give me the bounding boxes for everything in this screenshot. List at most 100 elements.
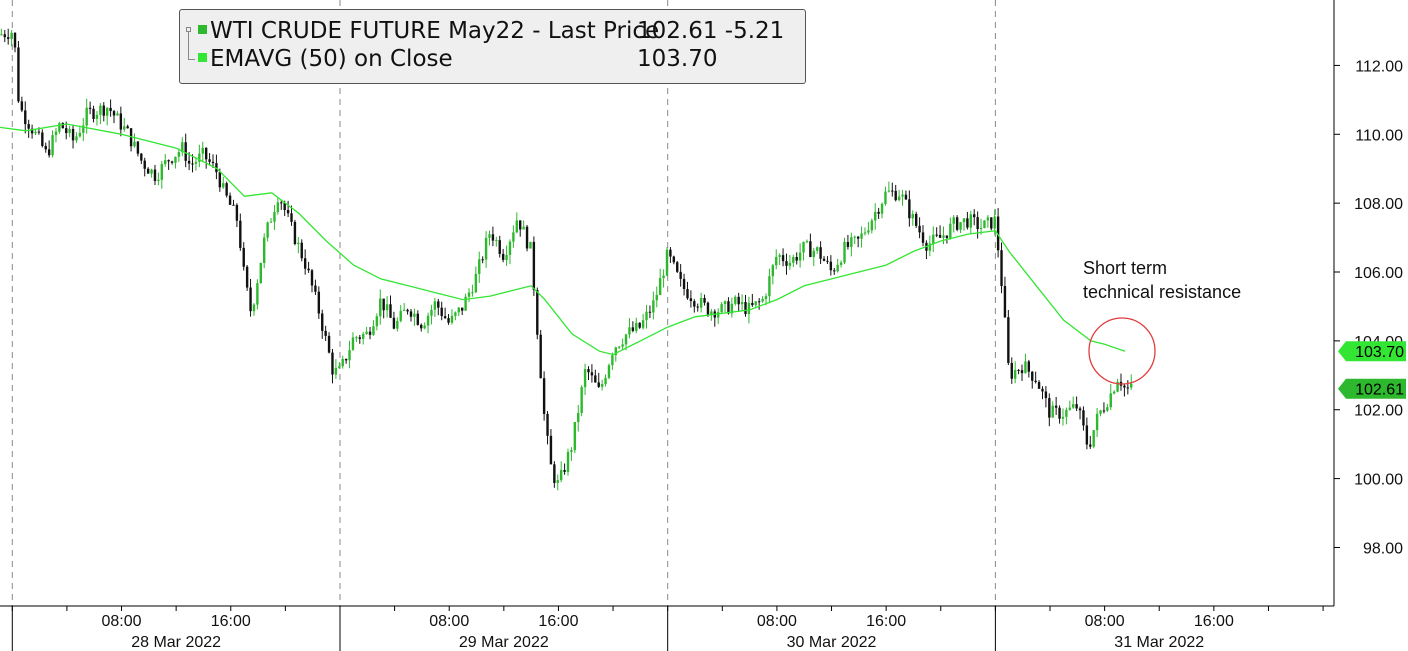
candle-body [194,161,198,164]
candle-body [375,316,379,327]
candle-body [88,107,92,109]
candle-body [307,268,310,271]
ema-value-tag: 103.70 [1338,341,1406,362]
candle-body [13,32,17,48]
y-tick-label: 110.00 [1355,127,1403,144]
candle-body [443,316,447,319]
candle-body [747,302,751,315]
candle-body [624,334,628,345]
y-tick-label: 102.00 [1354,403,1403,420]
candle-body [788,262,792,266]
candle-body [1112,391,1116,394]
candle-body [157,179,160,181]
candle-body [99,105,102,115]
candle-body [372,326,375,335]
candle-body [491,234,495,241]
candle-body [880,203,884,214]
candle-body [607,365,611,378]
x-tick-label: 08:00 [757,613,797,630]
candle-body [317,291,321,314]
candle-body [655,294,658,301]
candle-body [877,211,880,214]
y-tick-label: 98.00 [1363,540,1403,557]
candle-body [952,217,955,224]
candle-body [396,320,399,329]
candle-body [228,195,232,205]
candle-body [611,355,614,366]
candle-body [648,311,652,313]
candle-body [37,131,41,133]
legend-series-2-label: EMAVG (50) on Close [210,46,453,72]
candle-body [413,313,416,317]
candle-body [280,202,283,204]
candle-body [641,320,645,328]
candle-body [297,242,300,244]
candle-body [966,218,969,228]
candle-body [918,225,921,233]
candle-body [239,220,242,248]
candle-body [242,247,245,267]
candle-body [764,296,768,299]
candle-body [1089,444,1092,447]
candle-body [829,261,833,271]
candle-body [102,105,105,116]
candle-body [696,306,699,308]
y-tick-label: 112.00 [1355,58,1403,75]
candle-body [399,310,402,321]
candle-body [437,301,440,308]
candle-body [1041,388,1044,392]
candle-body [856,236,860,239]
candle-body [1109,393,1112,408]
candle-body [1126,387,1130,389]
x-date-label: 30 Mar 2022 [787,634,877,651]
candle-body [1037,382,1041,389]
candle-body [798,252,802,261]
candle-body [897,196,901,201]
candle-body [423,325,426,329]
candle-body [211,161,215,164]
candle-body [44,145,47,150]
candle-body [416,313,420,325]
candle-body [587,369,590,373]
candle-body [1051,405,1054,418]
candle-body [82,125,85,133]
candle-body [1024,361,1027,374]
candle-body [409,311,413,317]
candle-body [1075,404,1078,409]
candle-body [174,156,177,163]
candle-body [959,222,962,230]
candle-body [860,233,863,239]
candle-body [245,266,249,288]
candle-body [467,292,471,297]
candle-body [136,141,140,154]
candle-body [734,296,737,304]
candle-body [792,257,795,263]
candle-body [126,126,129,129]
candle-body [392,317,396,329]
candle-body [385,304,389,311]
legend-series-1: WTI CRUDE FUTURE May22 - Last Price [198,17,659,45]
y-tick-label: 106.00 [1354,265,1403,282]
chart-legend: WTI CRUDE FUTURE May22 - Last Price 102.… [179,9,806,84]
candle-body [549,435,553,465]
candle-body [1072,404,1075,408]
legend-series-2-value: 103.70 [637,46,718,72]
candle-body [1068,407,1071,410]
candle-body [693,301,696,307]
candle-body [6,37,10,39]
candle-body [78,132,82,137]
candle-body [426,315,430,326]
y-tick-label: 100.00 [1354,472,1403,489]
candle-body [153,169,157,181]
candle-body [614,347,617,356]
candle-body [515,220,519,233]
candle-body [730,303,734,314]
annotation-line-1: Short term [1083,258,1167,278]
candle-body [536,290,539,335]
candle-body [686,288,689,299]
candle-body [1048,398,1051,418]
candle-body [839,262,843,265]
candle-body [754,301,757,306]
candle-body [181,142,184,153]
candle-body [512,232,515,242]
